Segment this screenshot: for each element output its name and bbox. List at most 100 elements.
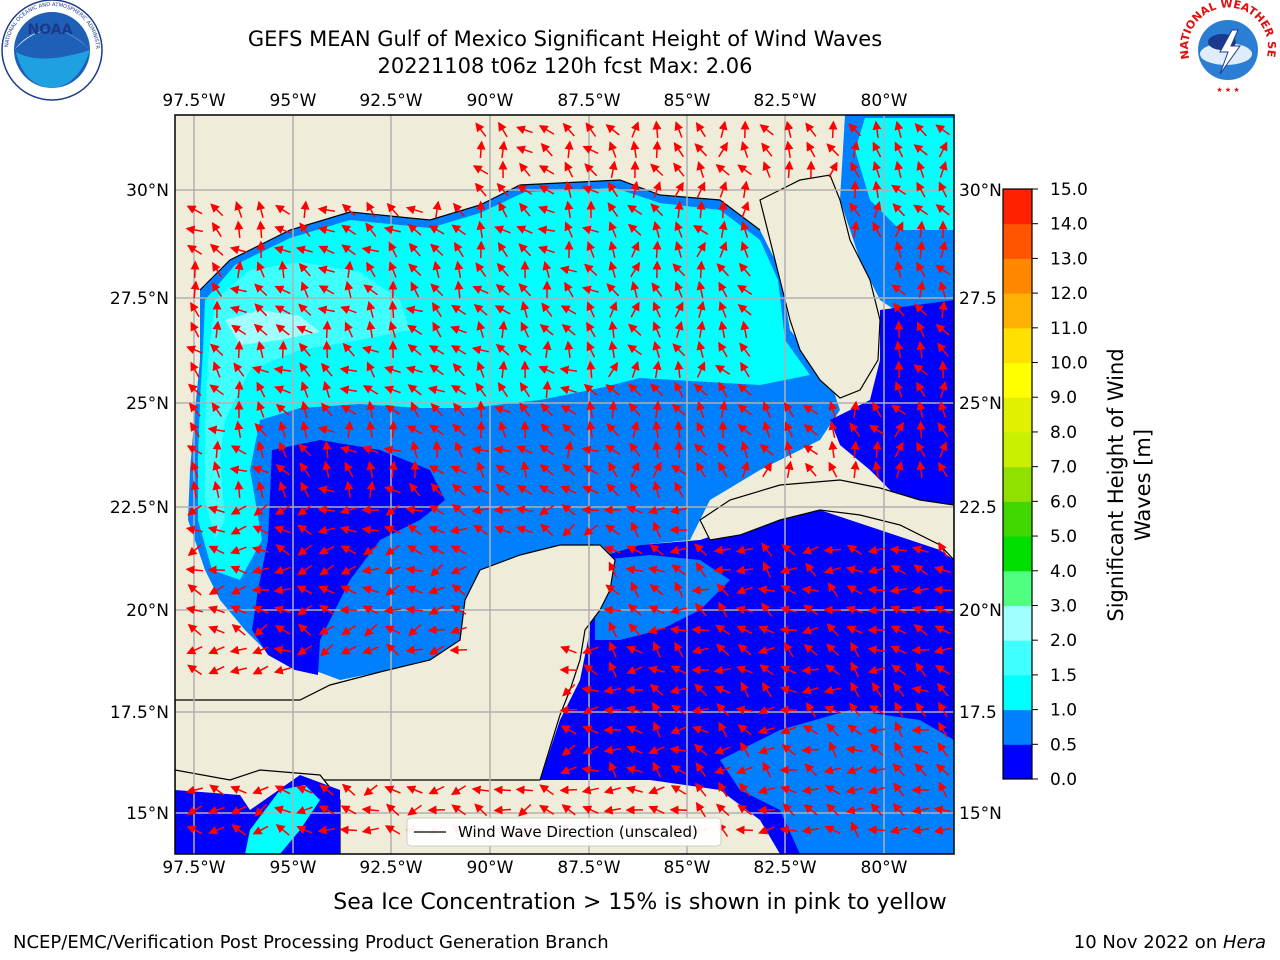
wave-direction-arrow <box>935 264 951 276</box>
wave-direction-arrow <box>652 400 662 419</box>
wave-direction-arrow <box>938 721 948 738</box>
wave-direction-arrow <box>494 305 511 315</box>
wave-direction-arrow <box>207 505 225 515</box>
wave-direction-arrow <box>757 725 775 735</box>
wave-direction-arrow <box>694 143 708 157</box>
caribbean-water-medium <box>595 555 730 640</box>
wave-direction-arrow <box>498 140 508 158</box>
wave-direction-arrow <box>586 301 595 318</box>
wave-direction-arrow <box>540 403 554 417</box>
wave-direction-arrow <box>449 525 468 535</box>
wave-direction-arrow <box>383 605 401 615</box>
wave-direction-arrow <box>515 505 533 515</box>
wave-direction-arrow <box>736 765 753 775</box>
wave-direction-arrow <box>850 460 860 479</box>
figure-title: GEFS MEAN Gulf of Mexico Significant Hei… <box>247 27 883 51</box>
colorbar: 0.0 0.5 1.0 1.5 2.0 3.0 4.0 5.0 6.0 7.0 8.0 9.0 10.0… <box>1003 180 1088 790</box>
wave-direction-arrow <box>718 601 728 618</box>
wave-direction-arrow <box>252 665 269 675</box>
wave-direction-arrow <box>300 481 310 498</box>
wave-direction-arrow <box>758 625 775 634</box>
wave-direction-arrow <box>935 124 950 136</box>
wave-direction-arrow <box>916 441 926 458</box>
wave-direction-arrow <box>631 121 640 138</box>
wave-direction-arrow <box>230 525 247 535</box>
colorbar-tick-label: 6.0 <box>1050 492 1077 512</box>
wave-direction-arrow <box>562 683 576 697</box>
wave-direction-arrow <box>320 362 333 377</box>
wave-direction-arrow <box>715 364 731 375</box>
wave-direction-arrow <box>317 825 336 835</box>
wave-direction-arrow <box>696 361 706 378</box>
wave-direction-arrow <box>230 565 247 574</box>
wave-direction-arrow <box>540 142 553 157</box>
wave-direction-arrow <box>603 705 622 715</box>
colorbar-segment <box>1003 431 1032 468</box>
wave-direction-arrow <box>669 625 688 635</box>
colorbar-label-line1: Significant Height of Wind <box>1104 348 1128 621</box>
wave-direction-arrow <box>388 300 398 319</box>
noaa-logo: NOAA NATIONAL OCEANIC AND ATMOSPHERIC AD… <box>0 0 103 101</box>
wave-direction-arrow <box>278 441 287 458</box>
wave-direction-arrow <box>737 423 752 436</box>
wave-direction-arrow <box>298 443 312 457</box>
wave-direction-arrow <box>652 420 662 439</box>
wave-direction-arrow <box>451 224 466 236</box>
wave-direction-arrow <box>608 361 619 378</box>
wave-direction-arrow <box>450 385 467 395</box>
wave-direction-arrow <box>212 261 222 278</box>
wave-direction-arrow <box>190 480 200 499</box>
wave-direction-arrow <box>300 281 310 298</box>
wave-direction-arrow <box>916 181 926 198</box>
wave-direction-arrow <box>823 565 841 575</box>
wave-direction-arrow <box>252 646 269 655</box>
wave-direction-arrow <box>564 140 574 159</box>
wave-direction-arrow <box>476 361 486 378</box>
wave-direction-arrow <box>914 763 928 777</box>
wave-direction-arrow <box>826 643 840 657</box>
wave-direction-arrow <box>826 143 840 157</box>
wave-direction-arrow <box>718 461 728 478</box>
wave-direction-arrow <box>539 804 555 815</box>
wave-direction-arrow <box>916 220 926 238</box>
wave-direction-arrow <box>828 741 837 758</box>
wave-direction-arrow <box>229 285 247 295</box>
wave-direction-arrow <box>452 402 465 417</box>
wave-direction-arrow <box>190 421 200 438</box>
lon-label-bottom: 95°W <box>270 858 317 878</box>
colorbar-tick-label: 13.0 <box>1050 249 1088 269</box>
wave-direction-arrow <box>740 460 750 478</box>
wave-direction-arrow <box>300 381 310 398</box>
wave-direction-arrow <box>627 344 642 356</box>
wave-direction-arrow <box>823 765 841 775</box>
wave-direction-arrow <box>253 504 268 517</box>
wave-direction-arrow <box>407 804 422 816</box>
wave-direction-arrow <box>691 645 709 655</box>
wave-direction-arrow <box>229 245 247 255</box>
wave-direction-arrow <box>383 485 401 495</box>
wave-direction-arrow <box>516 184 533 195</box>
wave-direction-arrow <box>256 220 266 239</box>
wave-direction-arrow <box>674 581 684 598</box>
wave-direction-arrow <box>805 702 817 718</box>
wave-direction-arrow <box>430 482 443 497</box>
wave-direction-arrow <box>384 385 401 395</box>
wave-direction-arrow <box>913 624 928 636</box>
wave-direction-arrow <box>515 785 534 795</box>
wave-direction-arrow <box>275 823 290 836</box>
wave-direction-arrow <box>870 743 884 757</box>
wave-direction-arrow <box>564 180 574 198</box>
wave-direction-arrow <box>871 682 882 698</box>
wave-direction-arrow <box>695 122 706 138</box>
wave-direction-arrow <box>273 665 291 675</box>
wave-direction-arrow <box>537 225 556 235</box>
wave-direction-arrow <box>582 805 599 814</box>
wave-direction-arrow <box>867 665 885 675</box>
wave-direction-arrow <box>583 524 598 536</box>
wave-direction-arrow <box>803 604 819 616</box>
wave-direction-arrow <box>713 665 732 675</box>
wave-direction-arrow <box>185 225 204 235</box>
wave-direction-arrow <box>845 745 864 755</box>
wave-direction-arrow <box>762 761 772 778</box>
wave-direction-arrow <box>212 361 222 378</box>
